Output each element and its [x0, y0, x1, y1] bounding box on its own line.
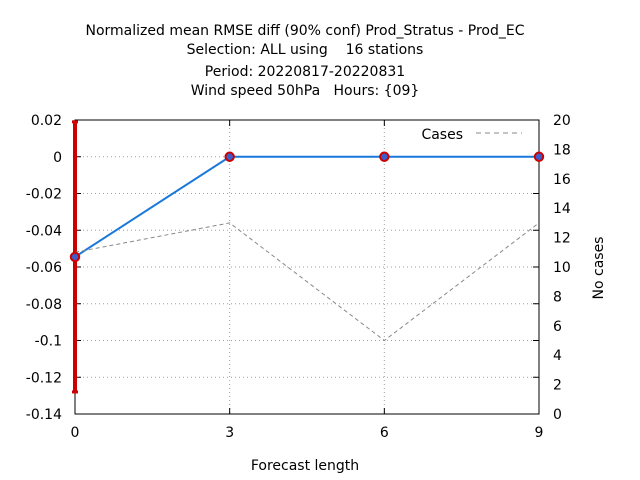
y-tick-label-8: -0.14 [26, 407, 62, 423]
y-tick-label-2: -0.02 [26, 187, 62, 203]
y2-tick-label-6: 8 [553, 289, 562, 305]
y2-tick-label-5: 10 [553, 260, 571, 276]
series-line-0 [74, 155, 539, 258]
y-tick-label-6: -0.1 [35, 334, 62, 350]
y-tick-label-4: -0.06 [26, 260, 62, 276]
x-axis-label: Forecast length [251, 458, 359, 474]
chart-title-line-4: Wind speed 50hPa Hours: {09} [191, 83, 420, 99]
chart-title: Normalized mean RMSE diff (90% conf) Pro… [86, 23, 525, 99]
x-tick-label-1: 3 [225, 425, 234, 441]
series-line-1 [74, 222, 540, 342]
y2-tick-label-10: 0 [553, 407, 562, 423]
data-point-0-0 [69, 251, 81, 263]
x-tick-label-3: 9 [535, 425, 544, 441]
y-tick-label-3: -0.04 [26, 223, 62, 239]
y-tick-label-0: 0.02 [31, 113, 62, 129]
y-tick-label-5: -0.08 [26, 297, 62, 313]
y2-tick-label-9: 2 [553, 378, 562, 394]
y2-tick-label-0: 20 [553, 113, 571, 129]
y-tick-label-7: -0.12 [26, 370, 62, 386]
y2-axis-label: No cases [591, 237, 607, 300]
chart-title-line-2: Selection: ALL using 16 stations [187, 42, 424, 58]
chart-title-line-1: Normalized mean RMSE diff (90% conf) Pro… [86, 23, 525, 39]
legend: Cases [421, 127, 522, 143]
x-tick-label-0: 0 [71, 425, 80, 441]
legend-label-cases: Cases [421, 127, 463, 143]
x-tick-label-2: 6 [380, 425, 389, 441]
data-point-0-1 [224, 151, 235, 162]
series-layer [69, 120, 545, 394]
y2-tick-label-8: 4 [553, 348, 562, 364]
y2-tick-label-4: 12 [553, 231, 571, 247]
data-point-0-3 [533, 151, 545, 162]
chart-title-line-3: Period: 20220817-20220831 [205, 64, 405, 80]
y2-tick-label-1: 18 [553, 142, 571, 158]
y-tick-label-1: 0 [53, 150, 62, 166]
y2-tick-label-2: 16 [553, 172, 571, 188]
y2-tick-label-7: 6 [553, 319, 562, 335]
y2-tick-label-3: 14 [553, 201, 571, 217]
data-point-0-2 [379, 151, 390, 162]
